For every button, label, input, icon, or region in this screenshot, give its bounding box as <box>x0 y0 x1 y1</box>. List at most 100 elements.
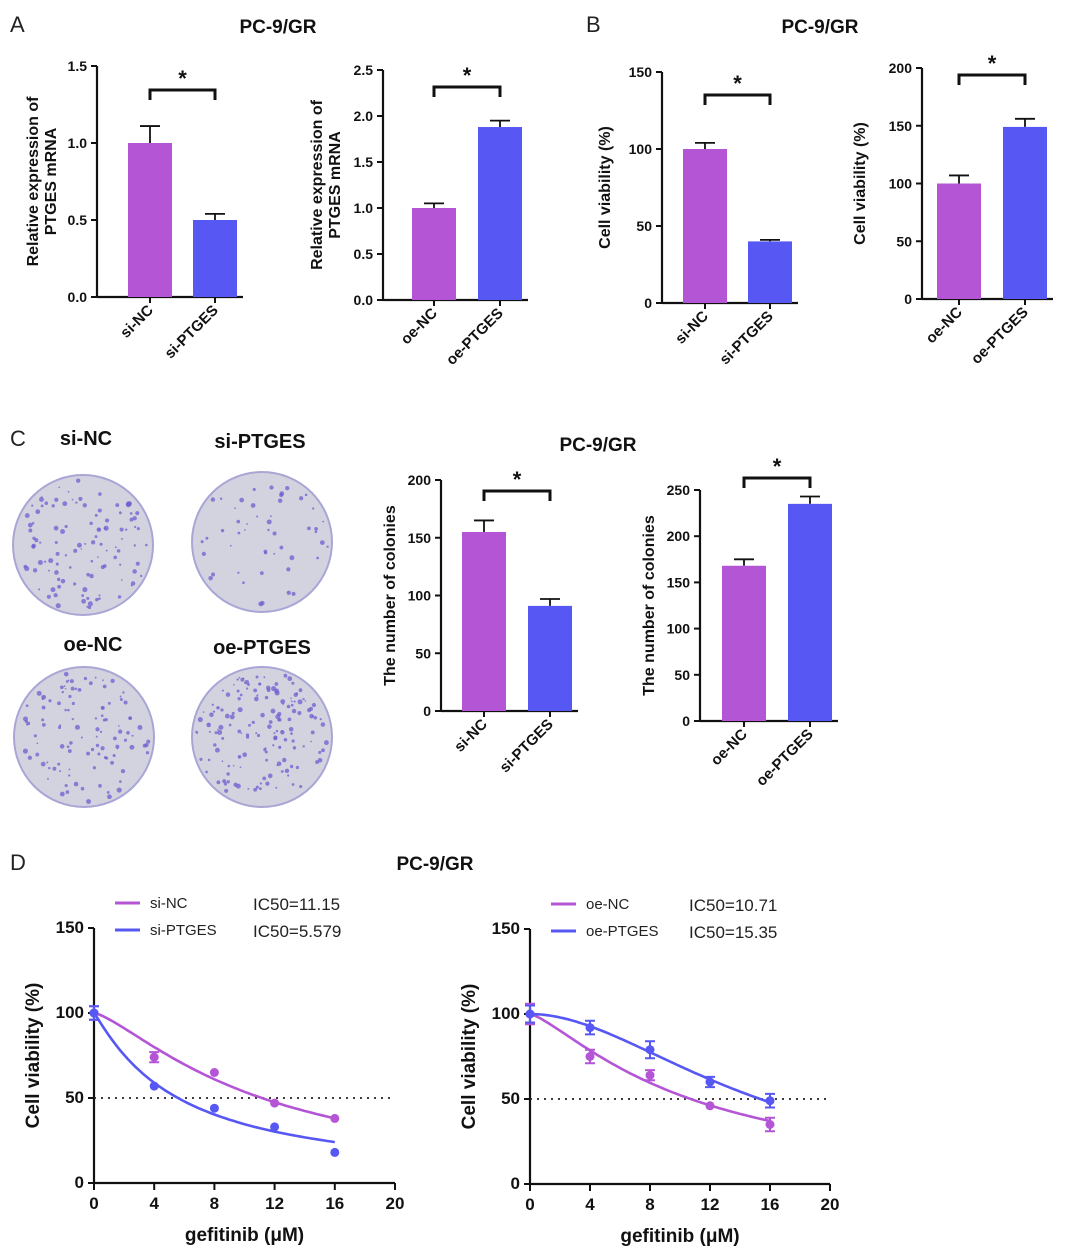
colony-dot <box>234 507 236 510</box>
colony-dot <box>315 760 320 765</box>
y-axis-label: Relative expression of <box>309 99 326 270</box>
y-axis-label: Cell viability (%) <box>23 983 44 1129</box>
colony-dot <box>209 712 214 718</box>
colony-dot <box>137 724 143 730</box>
colony-dot <box>287 717 292 722</box>
colony-dot <box>130 581 136 586</box>
colony-dot <box>23 564 28 569</box>
colony-dot <box>258 682 262 686</box>
colony-dot <box>36 690 42 696</box>
y-tick-label: 150 <box>889 118 913 134</box>
chart-b1: PC-9/GR 0 50 100 150 Cell viability (%) si-NC s… <box>597 17 859 368</box>
colony-dot <box>97 527 101 531</box>
colony-dot <box>86 605 89 609</box>
colony-dot <box>100 746 105 751</box>
colony-dot <box>82 503 87 508</box>
colony-dot <box>279 545 284 550</box>
colony-dot <box>222 779 227 784</box>
colony-dot <box>67 490 70 493</box>
colony-dot <box>48 569 50 572</box>
colony-dot <box>57 725 62 730</box>
colony-dot <box>274 682 279 686</box>
colony-dot <box>289 764 294 769</box>
colony-dot <box>314 526 318 531</box>
bar-oe-ptges <box>788 503 832 721</box>
chart-d2: 0 50 100 150 Cell viability (%) 0 4 8 12 16 20 gefi… <box>459 896 839 1247</box>
colony-dot <box>221 760 224 763</box>
colony-dot <box>83 676 88 681</box>
plate-circle <box>12 474 154 616</box>
y-tick-label: 1.0 <box>354 200 374 216</box>
bar-si-nc <box>683 149 727 303</box>
colony-dot <box>216 780 221 785</box>
colony-dot <box>265 781 270 786</box>
colony-dot <box>62 501 68 507</box>
colony-dot <box>57 701 61 706</box>
y-tick-label: 200 <box>408 472 432 488</box>
y-axis-label: The number of colonies <box>641 515 658 696</box>
colony-dot <box>40 761 46 767</box>
colony-dot <box>107 701 111 705</box>
colony-dot <box>60 529 66 534</box>
colony-dot <box>256 515 259 518</box>
colony-dot <box>86 572 90 577</box>
colony-dot <box>283 737 288 742</box>
colony-dot <box>115 744 120 749</box>
colony-dot <box>102 564 107 568</box>
colony-dot <box>312 507 315 510</box>
y-axis-label: Cell viability (%) <box>597 126 614 249</box>
colony-dot <box>118 511 122 515</box>
colony-dot <box>293 700 296 703</box>
colony-dot <box>117 595 122 599</box>
colony-dot <box>129 512 133 515</box>
legend-label: si-PTGES <box>150 922 217 939</box>
colony-dot <box>242 752 248 758</box>
x-tick-label: oe-NC <box>708 726 751 769</box>
colony-dot <box>47 766 51 770</box>
colony-dot <box>237 707 243 713</box>
colony-dot <box>289 555 295 561</box>
legend-label: si-NC <box>150 895 188 912</box>
colony-dot <box>27 755 33 760</box>
colony-dot <box>280 699 286 705</box>
y-tick-label: 1.0 <box>68 135 88 151</box>
x-tick-label: 4 <box>585 1195 595 1214</box>
significance-star: * <box>463 63 472 88</box>
colony-dot <box>52 766 57 771</box>
colony-dot <box>195 730 198 734</box>
colony-dot <box>75 501 78 504</box>
colony-dot <box>232 764 235 767</box>
y-tick-label: 0 <box>75 1173 84 1192</box>
colony-dot <box>131 734 134 737</box>
y-axis-label: Relative expression of <box>25 96 42 267</box>
colony-dot <box>309 706 313 711</box>
colony-dot <box>302 745 305 748</box>
colony-dot <box>27 522 33 528</box>
chart-a2: 0.0 0.5 1.0 1.5 2.0 2.5 Relative expression of… <box>309 62 528 369</box>
colony-dot <box>220 528 225 533</box>
colony-dot <box>146 739 151 744</box>
colony-dot <box>279 491 285 496</box>
colony-dot <box>88 681 93 686</box>
colony-dot <box>110 678 115 684</box>
colony-dot <box>120 579 123 581</box>
colony-dot <box>144 743 149 748</box>
x-tick-label: oe-NC <box>398 305 441 348</box>
colony-dot <box>262 776 267 781</box>
y-tick-label: 50 <box>415 645 431 661</box>
colony-label-si-ptges: si-PTGES <box>214 431 305 453</box>
x-tick-label: 20 <box>821 1195 840 1214</box>
colony-dot <box>46 761 49 764</box>
colony-dot <box>112 754 116 758</box>
colony-dot <box>68 694 72 699</box>
x-tick-label: 20 <box>386 1194 405 1213</box>
y-tick-label: 150 <box>629 64 653 80</box>
ic50-label: IC50=15.35 <box>689 923 777 942</box>
colony-dot <box>65 790 70 794</box>
colony-dot <box>31 504 34 507</box>
data-point-oe-ptges <box>705 1077 715 1087</box>
colony-dot <box>227 764 231 768</box>
colony-dot <box>272 531 277 536</box>
colony-dot <box>286 567 291 572</box>
